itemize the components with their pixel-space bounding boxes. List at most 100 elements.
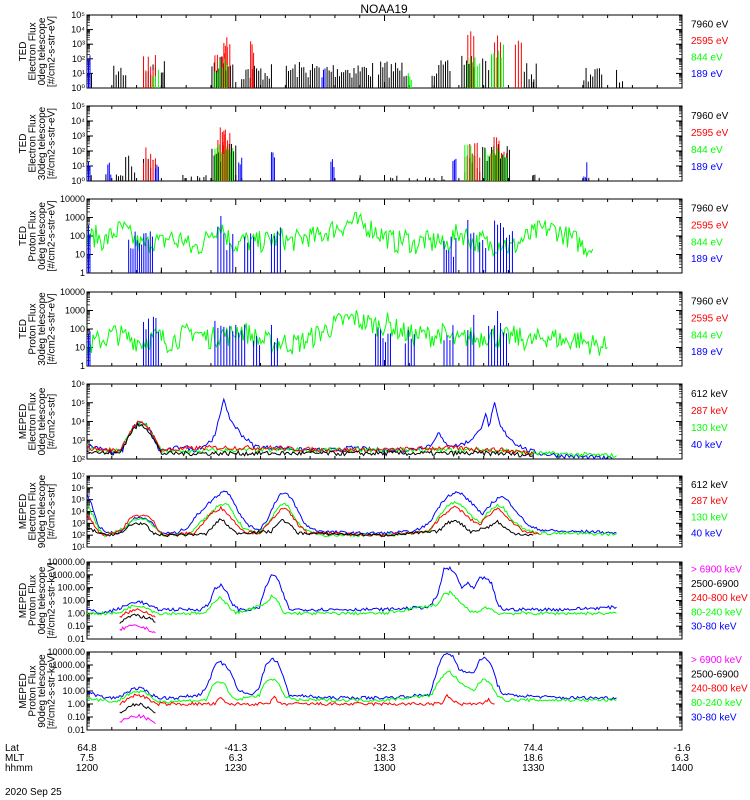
- legend-entry: 7960 eV: [691, 204, 729, 215]
- legend-entry: 2500-6900: [691, 579, 739, 590]
- y-tick-label: 100.00: [57, 673, 85, 683]
- axis-row-value: 18.3: [375, 753, 395, 764]
- y-tick-label: 10: [75, 343, 85, 353]
- y-tick-label: 10²: [72, 54, 85, 64]
- panel-frame: [86, 105, 683, 182]
- panel-data: [87, 490, 617, 538]
- legend-entry: 844 eV: [691, 237, 723, 248]
- panel-2: 10⁰ 10¹ 10² 10³ 10⁴ 10⁵ TEDElectron Flux30deg …: [18, 101, 729, 186]
- legend-entry: 2595 eV: [691, 220, 729, 231]
- legend-entry: 240-800 keV: [691, 684, 748, 695]
- y-tick-label: 10000: [60, 287, 85, 297]
- y-axis-label-line: [#/cm2-s-str-eV]: [47, 108, 58, 179]
- y-axis-label: TEDElectron Flux30deg telescope[#/cm2-s-…: [18, 106, 58, 180]
- legend-entry: 80-240 keV: [691, 698, 742, 709]
- series-130-kev: [87, 421, 617, 459]
- legend-entry: 2595 eV: [691, 128, 729, 139]
- legend-entry: 189 eV: [691, 254, 723, 265]
- y-tick-label: 10⁴: [71, 116, 85, 126]
- data-line: [119, 608, 156, 619]
- panel-frame: [86, 651, 683, 731]
- y-axis-label-line: TED: [18, 319, 29, 339]
- y-tick-label: 10³: [72, 435, 85, 445]
- series-287-kev: [87, 505, 540, 538]
- axis-row-value: 1200: [76, 763, 99, 774]
- y-tick-label: 10: [75, 250, 85, 260]
- y-axis-label-line: 0deg telescope: [37, 387, 48, 455]
- axis-row-value: 1230: [225, 763, 248, 774]
- axis-row-value: -1.6: [673, 743, 691, 754]
- y-tick-label: 10⁵: [71, 495, 85, 505]
- axis-row-value: 7.5: [80, 753, 94, 764]
- panel-data: [87, 652, 617, 725]
- axis-row-label: hhmm: [5, 763, 33, 774]
- y-axis-label-line: [#/cm2-s-str-eV]: [47, 200, 58, 271]
- series-189-ev: [87, 310, 507, 366]
- y-tick-label: 1: [80, 361, 85, 371]
- y-tick-label: 1000: [65, 213, 85, 223]
- y-axis-label-line: [#/cm2-s-str]: [47, 484, 58, 540]
- series-612-kev: [87, 422, 534, 458]
- series-844-ev: [87, 310, 608, 356]
- y-axis-label-line: 0deg telescope: [37, 566, 48, 634]
- y-tick-label: 1.00: [67, 608, 85, 618]
- legend-entry: 2595 eV: [691, 36, 729, 47]
- y-tick-label: 10¹: [72, 542, 85, 552]
- y-axis-label-line: [#/cm2-s-str]: [47, 394, 58, 450]
- legend-entry: 130 keV: [691, 423, 728, 434]
- y-axis-label: MEPEDElectron Flux90deg telescope[#/cm2-…: [18, 474, 58, 548]
- legend-entry: 2595 eV: [691, 313, 729, 324]
- data-line: [87, 490, 617, 536]
- data-line: [119, 613, 156, 624]
- axis-row-label: MLT: [5, 753, 24, 764]
- time-axis-labels: Lat 64.8 -41.3 -32.3 74.4 -1.6 MLT 7.5 6.3 18.3 18…: [5, 743, 694, 774]
- y-axis-label-line: MEPED: [18, 494, 29, 530]
- series-30-80-kev: [87, 652, 617, 701]
- legend-entry: 612 keV: [691, 480, 728, 491]
- data-line: [87, 500, 617, 538]
- y-tick-label: 10⁰: [71, 83, 85, 93]
- y-tick-label: 10³: [72, 518, 85, 528]
- data-line: [87, 590, 617, 616]
- series-844-ev: [151, 44, 504, 88]
- data-line: [87, 669, 617, 704]
- legend-entry: 240-800 keV: [691, 593, 748, 604]
- y-tick-label: 10000.00: [47, 557, 85, 567]
- y-tick-label: 1.00: [67, 699, 85, 709]
- legend-entry: 7960 eV: [691, 111, 729, 122]
- y-axis-label-line: Proton Flux: [28, 665, 39, 716]
- legend-entry: > 6900 keV: [691, 655, 742, 666]
- series-7960-ev: [160, 267, 162, 273]
- y-tick-label: 100: [70, 231, 85, 241]
- series-240-800-kev: [119, 608, 156, 619]
- series-189-ev: [87, 216, 513, 273]
- y-axis-label-line: 30deg telescope: [37, 106, 48, 180]
- legend-entry: 844 eV: [691, 330, 723, 341]
- axis-row-value: 6.3: [229, 753, 243, 764]
- y-tick-label: 10⁴: [71, 25, 85, 35]
- panel-data: [87, 565, 617, 634]
- series-130-kev: [87, 500, 617, 538]
- panel-frame: [86, 561, 683, 640]
- series-189-ev: [87, 152, 588, 181]
- legend-entry: 30-80 keV: [691, 713, 737, 724]
- series-612-kev: [87, 518, 534, 538]
- y-axis-label-line: [#/cm2-s-str-eV]: [47, 16, 58, 87]
- legend-entry: 7960 eV: [691, 297, 729, 308]
- y-tick-label: 10⁴: [71, 507, 85, 517]
- y-axis-label-line: TED: [18, 42, 29, 62]
- series-2500-6900: [119, 613, 156, 624]
- series-844-ev: [87, 211, 594, 259]
- axis-row-value: 18.6: [524, 753, 544, 764]
- legend-entry: 844 eV: [691, 53, 723, 64]
- series-7960-ev: [90, 143, 600, 181]
- y-tick-label: 0.10: [67, 712, 85, 722]
- y-axis-label-line: Electron Flux: [28, 114, 39, 172]
- data-line: [87, 397, 617, 459]
- axis-row-value: 6.3: [675, 753, 689, 764]
- panel-data: [87, 397, 617, 459]
- data-line: [87, 422, 534, 458]
